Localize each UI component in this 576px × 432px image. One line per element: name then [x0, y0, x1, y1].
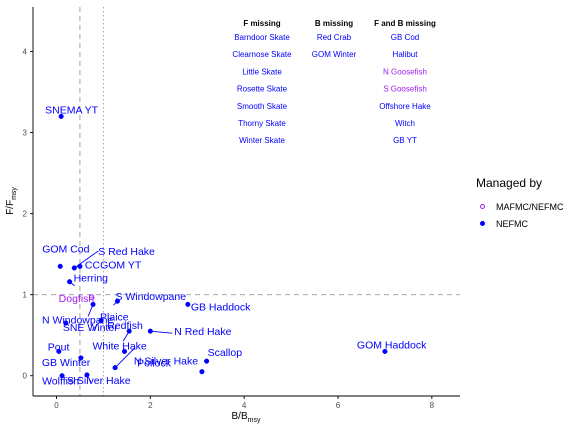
point-label-n-silver-hake: N Silver Hake — [134, 356, 198, 368]
annotation-item: Winter Skate — [239, 136, 285, 145]
point-label-s-red-hake: S Red Hake — [98, 246, 155, 258]
point-label-s-windowpane: S Windowpane — [115, 291, 186, 303]
point-label-gb-haddock: GB Haddock — [191, 301, 251, 313]
panel-background — [33, 7, 460, 396]
annotation-column-header: B missing — [315, 19, 353, 28]
annotation-column-header: F missing — [243, 19, 280, 28]
x-tick-label: 8 — [430, 401, 435, 410]
data-point-redfish — [126, 328, 132, 334]
data-point-gom-haddock — [382, 348, 388, 354]
x-tick-label: 6 — [336, 401, 341, 410]
legend-item-nefmc: NEFMC — [476, 215, 572, 232]
annotation-item: GB Cod — [391, 33, 419, 42]
point-label-herring: Herring — [74, 273, 109, 285]
point-label-gb-winter: GB Winter — [42, 357, 91, 369]
data-point-n-red-hake — [147, 328, 153, 334]
x-tick-label: 2 — [148, 401, 153, 410]
annotation-item: S Goosefish — [383, 85, 427, 94]
annotation-item: Little Skate — [242, 67, 282, 76]
data-point-pollock — [112, 365, 118, 371]
annotation-item: Barndoor Skate — [234, 33, 290, 42]
annotation-item: Smooth Skate — [237, 102, 288, 111]
data-point-gb-haddock — [185, 301, 191, 307]
y-axis-label: F/Fmsy — [5, 187, 18, 215]
annotation-item: GOM Winter — [312, 50, 357, 59]
annotation-item: Clearnose Skate — [232, 50, 292, 59]
point-label-white-hake: White Hake — [93, 340, 147, 352]
x-axis-label: B/Bmsy — [232, 411, 261, 424]
filled-circle-icon — [476, 217, 490, 231]
y-tick-label: 1 — [23, 291, 28, 300]
data-point-s-windowpane — [114, 298, 121, 304]
data-point-dogfish — [88, 294, 95, 300]
point-label-pout: Pout — [48, 341, 70, 353]
annotation-item: Rosette Skate — [237, 85, 288, 94]
data-point-pout — [56, 348, 62, 354]
y-tick-label: 4 — [23, 48, 28, 57]
data-point-white-hake — [121, 348, 128, 354]
point-label-n-red-hake: N Red Hake — [174, 326, 231, 338]
point-label-s-silver-hake: S Silver Hake — [67, 375, 131, 387]
data-point-gom-cod — [57, 263, 63, 269]
data-point-ccgom-yt — [77, 263, 83, 269]
data-point-herring — [67, 279, 73, 285]
point-label-snema-yt: SNEMA YT — [45, 104, 98, 116]
point-label-gom-cod: GOM Cod — [42, 243, 89, 255]
point-label-plaice: Plaice — [100, 312, 129, 324]
annotation-item: N Goosefish — [383, 67, 427, 76]
data-point-s-red-hake — [71, 265, 77, 271]
point-label-wolffish: Wolffish — [42, 376, 79, 388]
point-label-gom-haddock: GOM Haddock — [357, 339, 427, 351]
legend-label: NEFMC — [496, 218, 528, 229]
annotation-item: Red Crab — [317, 33, 352, 42]
data-point-s-silver-hake — [84, 372, 90, 378]
data-point-plaice — [98, 318, 104, 324]
annotation-item: Offshore Hake — [379, 102, 431, 111]
point-label-ccgom-yt: CCGOM YT — [85, 259, 142, 271]
data-point-wolffish — [59, 373, 65, 379]
label-connector-n-red-hake — [150, 330, 173, 334]
annotation-item: Thorny Skate — [238, 119, 286, 128]
legend-label: MAFMC/NEFMC — [496, 201, 564, 212]
legend-title: Managed by — [476, 176, 543, 190]
point-label-pollock: Pollock — [137, 358, 172, 370]
legend-item-mafmc-nefmc: MAFMC/NEFMC — [476, 198, 572, 215]
point-label-dogfish: Dogfish — [59, 293, 95, 305]
data-point-sne-winter — [63, 320, 69, 326]
point-label-scallop: Scallop — [208, 347, 243, 359]
data-point-gb-winter — [78, 355, 84, 361]
x-tick-label: 0 — [54, 401, 59, 410]
annotation-item: GB YT — [393, 136, 417, 145]
y-tick-label: 0 — [23, 372, 28, 381]
data-point-snema-yt — [58, 113, 64, 119]
annotation-item: Halibut — [393, 50, 419, 59]
open-circle-icon — [476, 200, 490, 214]
point-label-sne-winter: SNE Winter — [63, 322, 118, 334]
y-tick-label: 3 — [23, 129, 28, 138]
y-tick-label: 2 — [23, 210, 28, 219]
point-label-n-windowpane: N Windowpane — [42, 314, 113, 326]
data-point-n-windowpane — [90, 301, 96, 307]
data-point-n-silver-hake — [199, 369, 205, 375]
annotation-column-header: F and B missing — [374, 19, 436, 28]
annotation-item: Witch — [395, 119, 415, 128]
legend: Managed by MAFMC/NEFMC NEFMC — [476, 176, 572, 232]
x-tick-label: 4 — [242, 401, 247, 410]
label-connector-pollock — [114, 347, 136, 368]
point-label-redfish: Redfish — [107, 320, 143, 332]
data-point-scallop — [204, 358, 210, 364]
